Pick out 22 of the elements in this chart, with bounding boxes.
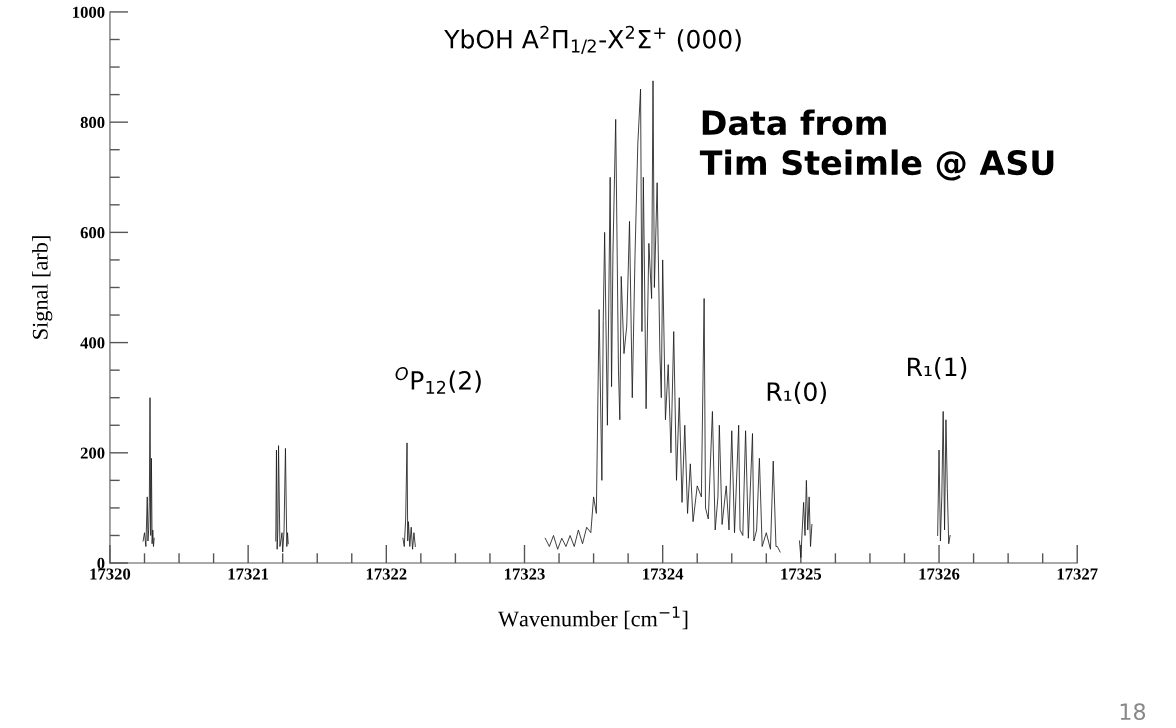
x-tick-label: 17325 — [781, 568, 822, 580]
annotation: $^{O}$P$_{12}$(2) — [395, 367, 481, 394]
x-tick-label: 17320 — [90, 568, 131, 580]
x-tick-label: 17323 — [505, 568, 545, 580]
x-tick-label: 17322 — [366, 568, 407, 580]
annotation: R₁(1) — [908, 357, 967, 380]
y-tick-label: 600 — [80, 227, 105, 239]
x-tick-label: 17327 — [1057, 568, 1098, 580]
y-tick-label: 200 — [80, 447, 105, 459]
y-tick-label: 800 — [80, 116, 105, 129]
chart-title: YbOH A$^{2}$Π$_{1/2}$-X$^{2}$Σ$^{+}$ (000) — [444, 25, 741, 54]
y-axis-title: Signal [arb] — [32, 236, 53, 339]
y-tick-label: 0 — [97, 557, 105, 569]
x-axis-title: Wavenumber [cm$^{−1}$] — [498, 606, 688, 630]
y-tick-label: 1000 — [73, 6, 105, 18]
x-tick-label: 17324 — [643, 568, 684, 580]
annotation: Data from Tim Steimle @ ASU — [699, 109, 1054, 181]
x-tick-label: 17321 — [228, 568, 269, 580]
annotation: R₁(0) — [767, 381, 826, 405]
text: 18 — [1120, 703, 1146, 721]
x-tick-label: 17326 — [919, 568, 960, 580]
y-tick-label: 400 — [80, 337, 105, 349]
